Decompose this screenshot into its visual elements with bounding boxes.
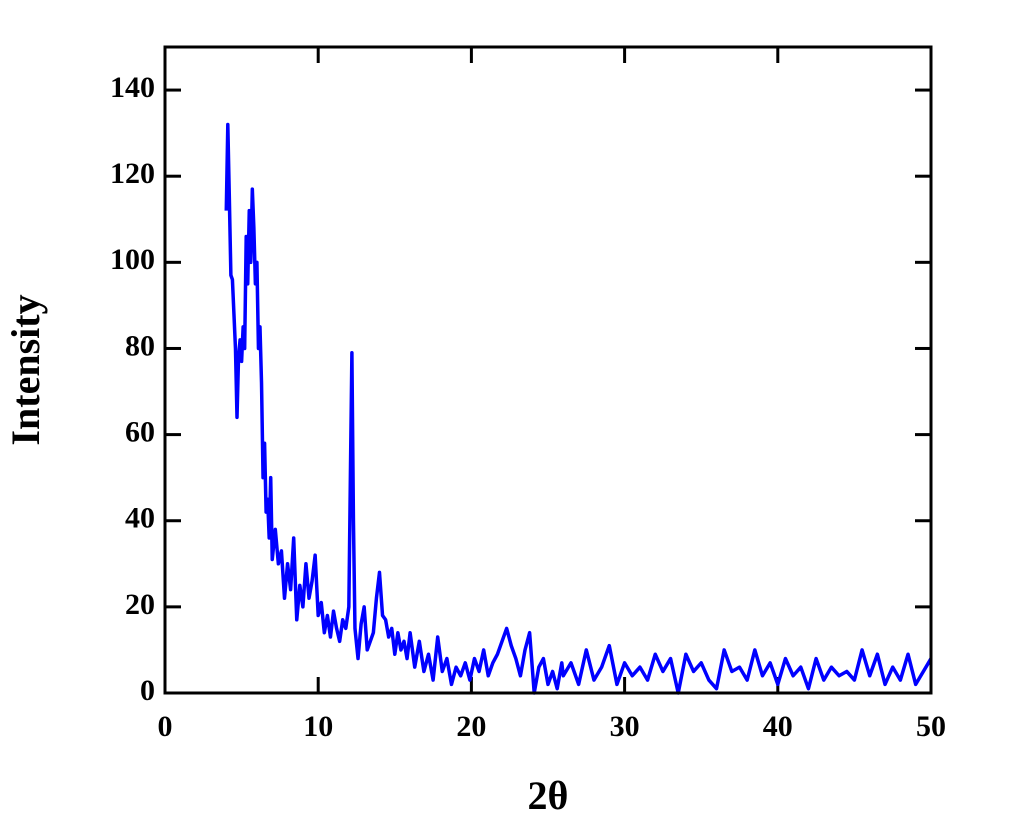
- y-tick-label: 40: [125, 502, 155, 535]
- x-tick-label: 20: [456, 710, 486, 743]
- y-tick-label: 60: [125, 415, 155, 448]
- x-tick-label: 40: [763, 710, 793, 743]
- y-tick-label: 100: [110, 243, 155, 276]
- x-tick-label: 10: [303, 710, 333, 743]
- y-tick-label: 80: [125, 329, 155, 362]
- y-tick-label: 120: [110, 157, 155, 190]
- plot-frame: [163, 45, 933, 695]
- y-tick-label: 20: [125, 588, 155, 621]
- x-tick-label: 30: [610, 710, 640, 743]
- y-tick-label: 0: [140, 674, 155, 707]
- y-axis-label: Intensity: [3, 294, 48, 445]
- y-tick-label: 140: [110, 71, 155, 104]
- x-axis-label: 2θ: [528, 773, 569, 818]
- x-tick-label: 0: [158, 710, 173, 743]
- data-line: [224, 122, 933, 695]
- x-tick-label: 50: [916, 710, 946, 743]
